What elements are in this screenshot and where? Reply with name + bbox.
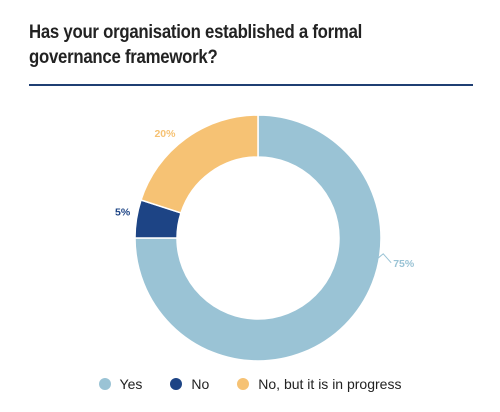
legend-label-no: No [191,376,210,392]
legend-label-yes: Yes [119,376,143,392]
title-divider [29,84,473,86]
legend-swatch-no [170,378,183,390]
data-label-in-progress: 20% [154,128,176,140]
leader-line-yes [376,253,392,264]
chart-title: Has your organisation established a form… [29,21,363,68]
slice-yes [134,114,382,362]
slice-in-progress [140,114,259,214]
data-label-no: 5% [115,207,131,219]
legend-item-in-progress: No, but it is in progress [237,376,401,392]
legend-label-in-progress: No, but it is in progress [258,376,402,392]
legend-swatch-yes [98,378,111,390]
data-label-yes: 75% [393,258,415,270]
chart-legend: Yes No No, but it is in progress [0,376,500,392]
legend-item-yes: Yes [98,376,143,392]
legend-item-no: No [170,376,209,392]
legend-swatch-in-progress [237,378,250,390]
